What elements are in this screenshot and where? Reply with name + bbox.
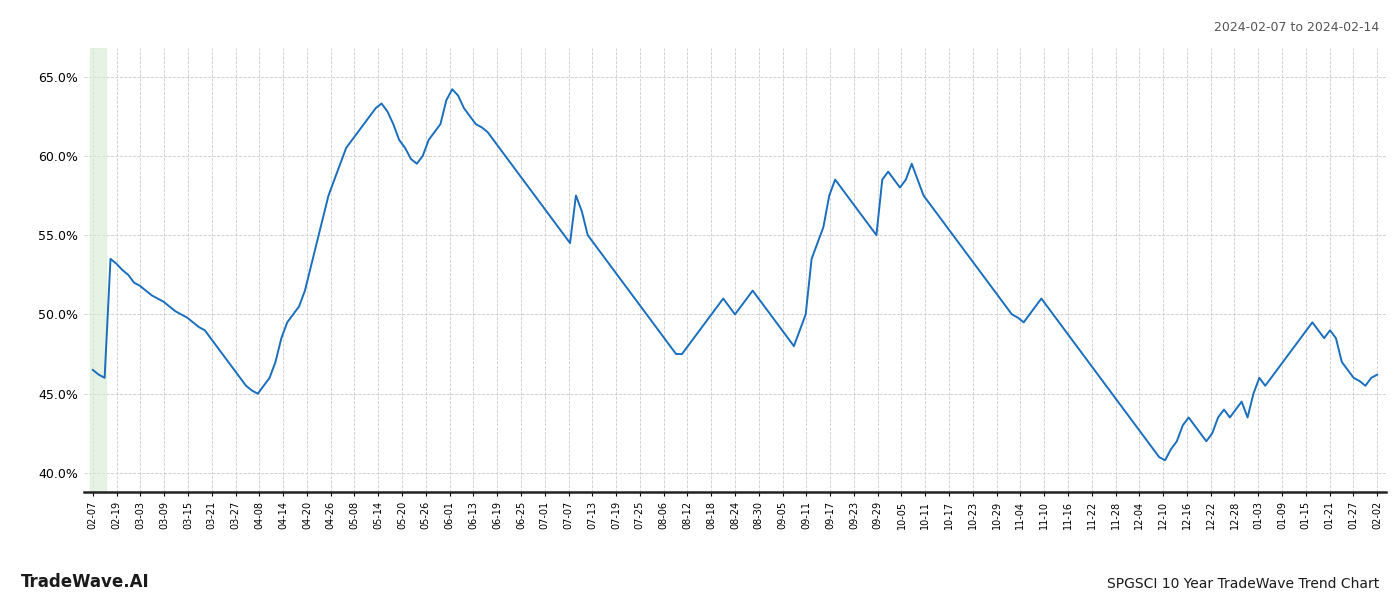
Bar — [90, 48, 106, 492]
Text: SPGSCI 10 Year TradeWave Trend Chart: SPGSCI 10 Year TradeWave Trend Chart — [1107, 577, 1379, 591]
Text: 2024-02-07 to 2024-02-14: 2024-02-07 to 2024-02-14 — [1214, 21, 1379, 34]
Text: TradeWave.AI: TradeWave.AI — [21, 573, 150, 591]
